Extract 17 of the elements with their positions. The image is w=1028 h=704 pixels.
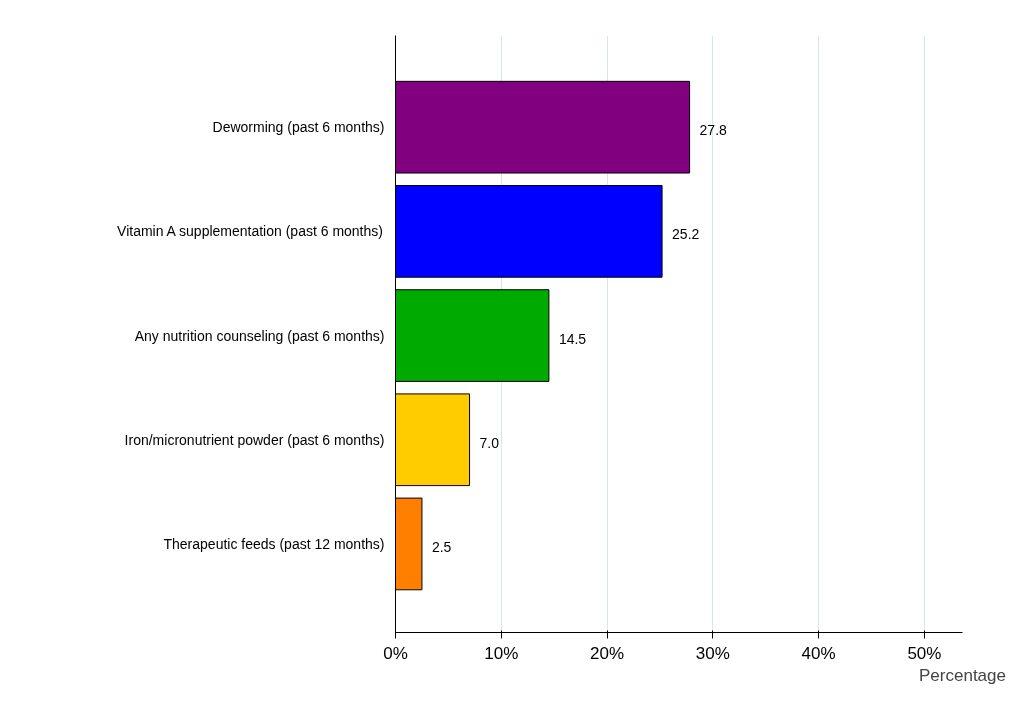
y-tick-label: Therapeutic feeds (past 12 months) [163,535,385,552]
y-tick-label: Any nutrition counseling (past 6 months) [134,327,385,344]
data-label: 14.5 [558,330,587,347]
data-label: 2.5 [431,538,452,555]
x-tick-label: 10% [484,643,519,663]
data-label: 27.8 [699,122,728,139]
x-tick-label: 30% [695,643,730,663]
x-tick-label: 50% [907,643,942,663]
y-tick-label: Deworming (past 6 months) [212,119,385,136]
x-tick-label: 40% [801,643,836,663]
y-tick-label: Iron/micronutrient powder (past 6 months) [124,431,385,448]
y-tick-label: Vitamin A supplementation (past 6 months) [117,223,383,240]
data-label: 7.0 [479,434,500,451]
data-label: 25.2 [672,226,700,243]
x-axis-title: Percentage [919,665,1006,685]
x-tick-label: 20% [590,643,625,663]
x-tick-label: 0% [383,643,408,663]
